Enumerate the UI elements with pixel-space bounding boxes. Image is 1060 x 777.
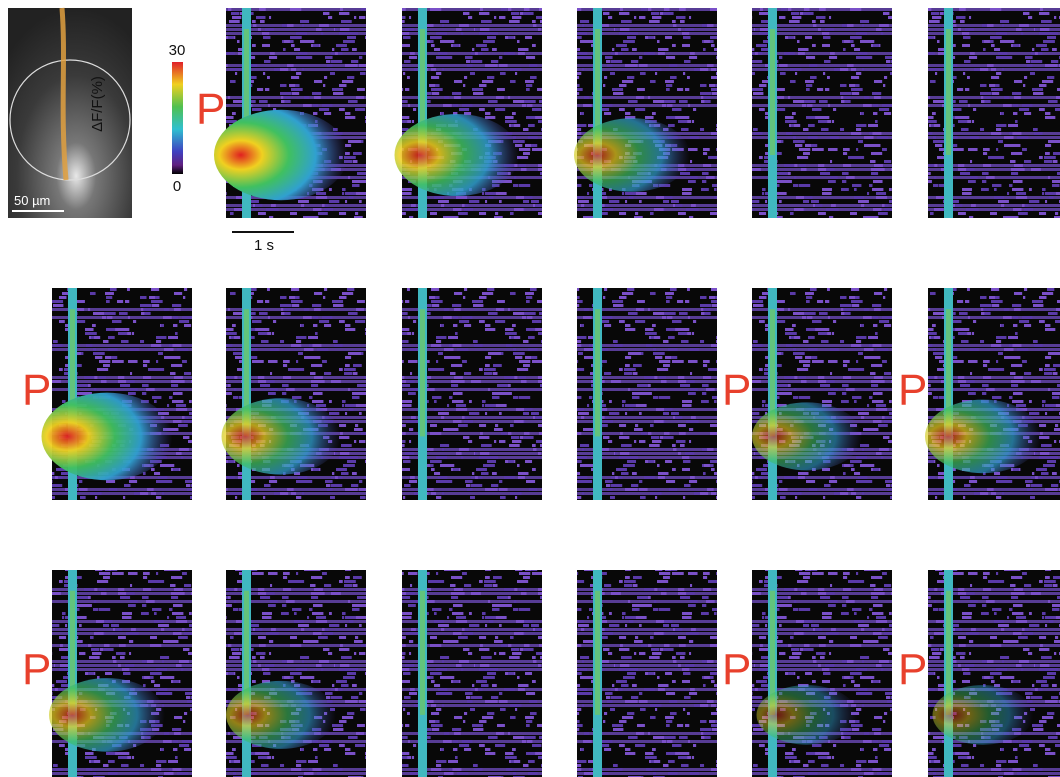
time-scale-label: 1 s (254, 237, 274, 254)
colorbar-max: 30 (169, 42, 186, 59)
trace-panel (752, 8, 892, 218)
dendrite-trace (62, 8, 66, 180)
response (757, 685, 858, 745)
colorbar-gradient (172, 62, 183, 174)
stimulus-core (770, 29, 775, 155)
p-label: P (722, 366, 751, 415)
trace-panel (42, 288, 193, 500)
trace-panel (577, 288, 717, 500)
response (395, 114, 520, 196)
trace-panel (395, 8, 543, 218)
colorbar-min: 0 (173, 178, 181, 195)
trace-panel (402, 570, 542, 777)
scale-bar-label: 50 µm (14, 193, 50, 208)
p-label: P (722, 645, 751, 694)
trace-panel (928, 8, 1060, 218)
stimulus-core (420, 591, 425, 715)
response (42, 393, 173, 481)
micrograph-image (8, 8, 132, 218)
trace-panel (752, 570, 892, 777)
response (214, 110, 348, 200)
trace-panel (214, 8, 366, 218)
trace-panel (928, 570, 1060, 777)
p-label: P (898, 645, 927, 694)
colorbar-label: ΔF/F(%) (89, 76, 106, 132)
figure: 50 µm ΔF/F(%) 30 0 1 s P P P P P P P (0, 0, 1060, 777)
trace-panel (402, 288, 542, 500)
trace-panel (925, 288, 1060, 500)
response (222, 398, 341, 474)
trace-panel (49, 570, 192, 777)
response (933, 685, 1034, 745)
stimulus-core (595, 309, 600, 436)
trace-panel (574, 8, 717, 218)
response (925, 400, 1041, 474)
trace-panel (222, 288, 367, 500)
p-label: P (898, 366, 927, 415)
trace-panel (226, 570, 366, 777)
trace-panel (752, 288, 892, 500)
p-label: P (22, 366, 51, 415)
stimulus-core (420, 309, 425, 436)
response (752, 402, 862, 470)
response (226, 681, 336, 749)
stimulus-core (595, 591, 600, 715)
trace-panel (577, 570, 717, 777)
p-label: P (22, 645, 51, 694)
stimulus-core (946, 29, 951, 155)
response (49, 678, 165, 752)
response (574, 118, 690, 192)
micrograph: 50 µm (8, 8, 132, 218)
p-label: P (196, 85, 225, 134)
